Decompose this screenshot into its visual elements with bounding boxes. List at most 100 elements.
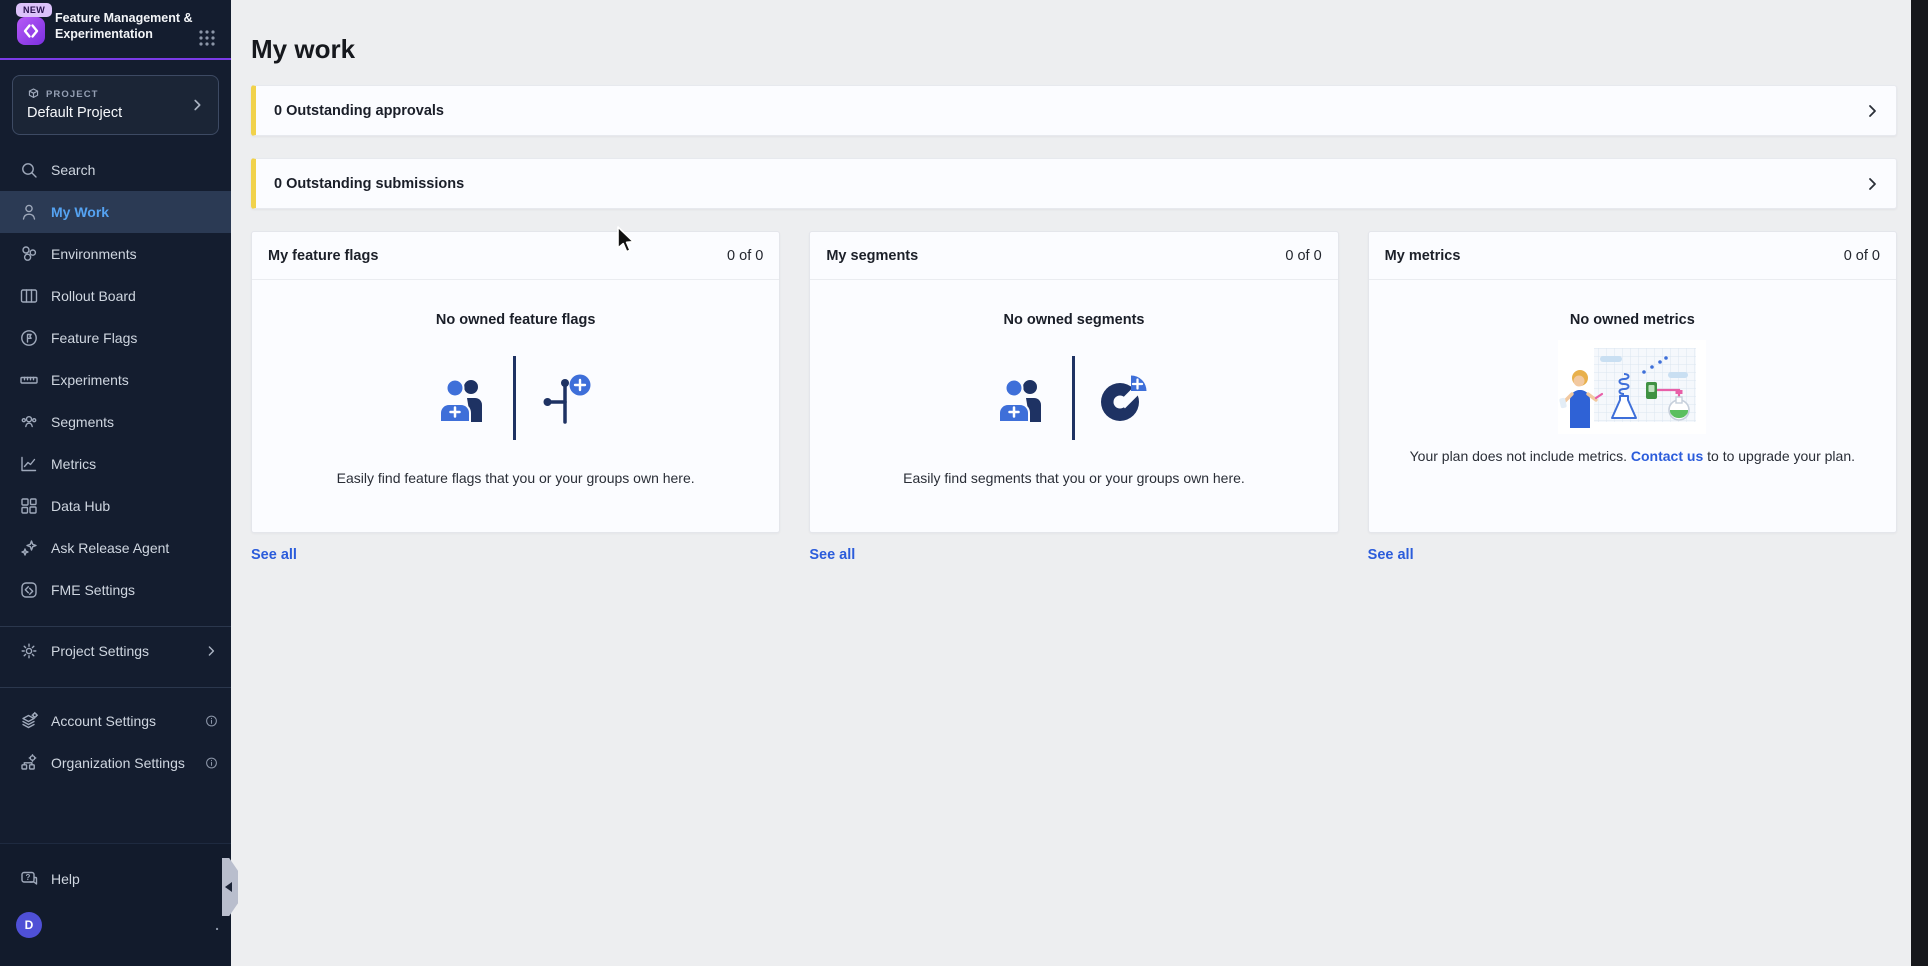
user-avatar[interactable]: D: [16, 912, 42, 938]
user-row: D .: [0, 912, 231, 938]
outstanding-submissions-row[interactable]: 0 Outstanding submissions: [251, 158, 1897, 209]
sidebar-divider: [0, 626, 231, 627]
app-launcher-icon[interactable]: [196, 27, 218, 49]
new-badge: NEW: [16, 3, 53, 17]
svg-text:?: ?: [26, 873, 31, 882]
card-body: No owned feature flags: [252, 280, 779, 532]
sidebar-item-fme-settings[interactable]: FME Settings: [0, 569, 231, 611]
empty-state-illustration: [996, 352, 1151, 444]
main-content: My work 0 Outstanding approvals 0 Outsta…: [231, 0, 1911, 966]
sidebar-item-search[interactable]: Search: [0, 149, 231, 191]
sidebar-item-label: Experiments: [51, 372, 129, 388]
segments-card-column: My segments 0 of 0 No owned segments: [809, 231, 1339, 564]
card-caption: Easily find segments that you or your gr…: [903, 470, 1245, 486]
card-caption: Easily find feature flags that you or yo…: [336, 470, 695, 486]
card-body: No owned metrics: [1369, 280, 1896, 532]
project-name: Default Project: [27, 105, 123, 121]
card-title: My metrics: [1384, 247, 1461, 264]
illustration-divider: [1072, 356, 1076, 440]
caption-suffix: to to upgrade your plan.: [1703, 448, 1856, 464]
search-icon: [19, 160, 39, 180]
sidebar-footer: ? Help D .: [0, 843, 231, 966]
see-all-link[interactable]: See all: [1367, 547, 1414, 563]
sidebar-item-label: Account Settings: [51, 713, 157, 729]
sidebar-collapse-handle[interactable]: [222, 858, 238, 916]
right-edge-strip: [1911, 0, 1928, 966]
my-segments-card: My segments 0 of 0 No owned segments: [809, 231, 1339, 533]
sparkles-icon: [19, 538, 39, 558]
card-count: 0 of 0: [727, 247, 764, 264]
sidebar-item-label: Feature Flags: [51, 330, 138, 346]
sidebar-item-rollout-board[interactable]: Rollout Board: [0, 275, 231, 317]
sidebar-item-organization-settings[interactable]: Organization Settings: [0, 742, 231, 784]
chevron-right-icon: [1864, 176, 1880, 192]
caption-prefix: Your plan does not include metrics.: [1409, 448, 1631, 464]
rollout-board-icon: [19, 286, 39, 306]
empty-state-title: No owned segments: [1003, 312, 1145, 328]
sidebar-item-label: Segments: [51, 414, 115, 430]
sidebar-item-metrics[interactable]: Metrics: [0, 443, 231, 485]
see-all-link[interactable]: See all: [809, 547, 856, 563]
empty-state-title: No owned feature flags: [435, 312, 596, 328]
sidebar-divider: [0, 687, 231, 688]
chevron-right-icon: [188, 96, 206, 114]
sidebar-item-label: Data Hub: [51, 498, 111, 514]
card-count: 0 of 0: [1843, 247, 1880, 264]
card-count: 0 of 0: [1285, 247, 1322, 264]
chevron-left-icon: [225, 882, 232, 892]
sidebar-header: NEW Feature Management & Experimentation: [0, 0, 231, 60]
avatar-dot: .: [215, 917, 219, 933]
sidebar-item-project-settings[interactable]: Project Settings: [0, 630, 231, 672]
card-title: My feature flags: [268, 247, 379, 264]
card-title: My segments: [826, 247, 919, 264]
see-all-link[interactable]: See all: [251, 547, 297, 563]
layers-gear-icon: [19, 711, 39, 731]
segment-pie-add-icon: [1099, 373, 1151, 423]
metrics-card-column: My metrics 0 of 0 No owned metrics: [1367, 231, 1897, 564]
sidebar-item-label: FME Settings: [51, 582, 136, 598]
outstanding-approvals-row[interactable]: 0 Outstanding approvals: [251, 85, 1897, 136]
owners-group-icon: [996, 374, 1048, 422]
empty-state-title: No owned metrics: [1569, 312, 1695, 328]
gear-icon: [19, 641, 39, 661]
sidebar-item-experiments[interactable]: Experiments: [0, 359, 231, 401]
sidebar-item-label: Rollout Board: [51, 288, 136, 304]
illustration-divider: [513, 356, 517, 440]
help-chat-icon: ?: [19, 869, 39, 889]
sidebar-item-label: Organization Settings: [51, 755, 185, 771]
sidebar-item-account-settings[interactable]: Account Settings: [0, 700, 231, 742]
feature-flags-card-column: My feature flags 0 of 0 No owned feature…: [251, 231, 781, 564]
org-chart-gear-icon: [19, 753, 39, 773]
sidebar-item-data-hub[interactable]: Data Hub: [0, 485, 231, 527]
sidebar-item-label: Environments: [51, 246, 137, 262]
sidebar-item-label: My Work: [51, 204, 110, 220]
ruler-icon: [19, 370, 39, 390]
sidebar-item-environments[interactable]: Environments: [0, 233, 231, 275]
split-logo-icon[interactable]: [17, 17, 45, 45]
sidebar-item-label: Ask Release Agent: [51, 540, 170, 556]
row-label: 0 Outstanding submissions: [274, 175, 465, 192]
info-icon[interactable]: [204, 714, 219, 729]
metrics-lab-illustration: [1558, 340, 1707, 434]
people-icon: [19, 412, 39, 432]
sidebar-item-label: Metrics: [51, 456, 97, 472]
sidebar-item-feature-flags[interactable]: Feature Flags: [0, 317, 231, 359]
info-icon[interactable]: [204, 756, 219, 771]
person-icon: [19, 202, 39, 222]
sidebar-item-label: Project Settings: [51, 643, 150, 659]
split-square-icon: [19, 580, 39, 600]
sidebar-item-ask-release-agent[interactable]: Ask Release Agent: [0, 527, 231, 569]
sidebar-nav: Search My Work Environments Rollout Boar…: [0, 149, 231, 611]
contact-us-link[interactable]: Contact us: [1630, 448, 1704, 464]
app-title: Feature Management & Experimentation: [55, 11, 193, 41]
page-title: My work: [251, 34, 356, 64]
sidebar-item-help[interactable]: ? Help: [0, 858, 231, 900]
feature-flag-icon: [19, 328, 39, 348]
sidebar-item-my-work[interactable]: My Work: [0, 191, 231, 233]
empty-state-illustration: [437, 352, 594, 444]
my-metrics-card: My metrics 0 of 0 No owned metrics: [1367, 231, 1897, 533]
card-header: My segments 0 of 0: [810, 232, 1338, 280]
project-selector[interactable]: PROJECT Default Project: [12, 75, 219, 135]
sidebar-item-segments[interactable]: Segments: [0, 401, 231, 443]
